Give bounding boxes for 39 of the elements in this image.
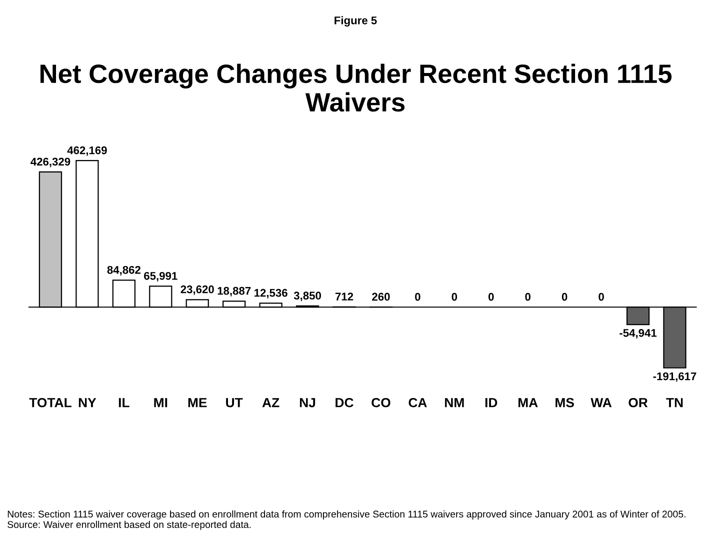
data-label: -54,941 xyxy=(620,329,657,338)
x-tick-label: NM xyxy=(445,398,464,408)
data-label: 0 xyxy=(415,292,420,301)
data-label: 23,620 xyxy=(180,285,214,295)
x-tick-label: NY xyxy=(78,398,96,408)
data-label: 84,862 xyxy=(107,266,140,276)
x-tick-label: NJ xyxy=(300,398,316,408)
data-label: 0 xyxy=(562,292,568,301)
x-tick-label: IL xyxy=(118,398,130,408)
data-label: 18,887 xyxy=(218,286,251,296)
x-tick-label: CO xyxy=(372,398,390,408)
data-label: 0 xyxy=(598,292,604,301)
chart-subtitle: Figure 5 xyxy=(334,16,377,27)
x-tick-label: ID xyxy=(485,398,498,408)
data-label: -191,617 xyxy=(653,372,696,382)
text: Notes: Section 1115 waiver coverage based on enrollment data from comprehensive Section 1115 waivers approved since January 2001 as of Winter of 2005. Source: Waiver enrollment based on state-reported data. xyxy=(8,510,686,530)
data-label: 3,850 xyxy=(294,292,321,302)
x-tick-label: MS xyxy=(556,398,574,408)
x-tick-label: WA xyxy=(590,398,612,408)
x-tick-label: AZ xyxy=(262,398,280,408)
x-tick-label: DC xyxy=(336,398,354,408)
data-label: 12,536 xyxy=(254,288,288,298)
x-tick-label: TN xyxy=(666,398,683,408)
data-label: 462,169 xyxy=(67,146,107,156)
data-label: 260 xyxy=(372,292,390,301)
data-label: 0 xyxy=(525,292,530,301)
x-tick-label: CA xyxy=(408,398,427,408)
x-tick-label: UT xyxy=(226,398,243,408)
data-label: 426,329 xyxy=(30,158,70,168)
x-tick-label: OR xyxy=(628,398,648,408)
data-label: 712 xyxy=(335,292,354,300)
x-tick-label: TOTAL xyxy=(29,398,72,408)
data-label: 0 xyxy=(452,292,458,301)
chart-title: Net Coverage Changes Under Recent Section 1115 Waivers xyxy=(40,64,672,112)
x-tick-label: MI xyxy=(154,398,168,408)
data-label: 0 xyxy=(488,292,494,301)
x-tick-label: ME xyxy=(188,398,207,408)
data-label: 65,991 xyxy=(144,272,178,282)
x-tick-label: MA xyxy=(518,398,538,408)
